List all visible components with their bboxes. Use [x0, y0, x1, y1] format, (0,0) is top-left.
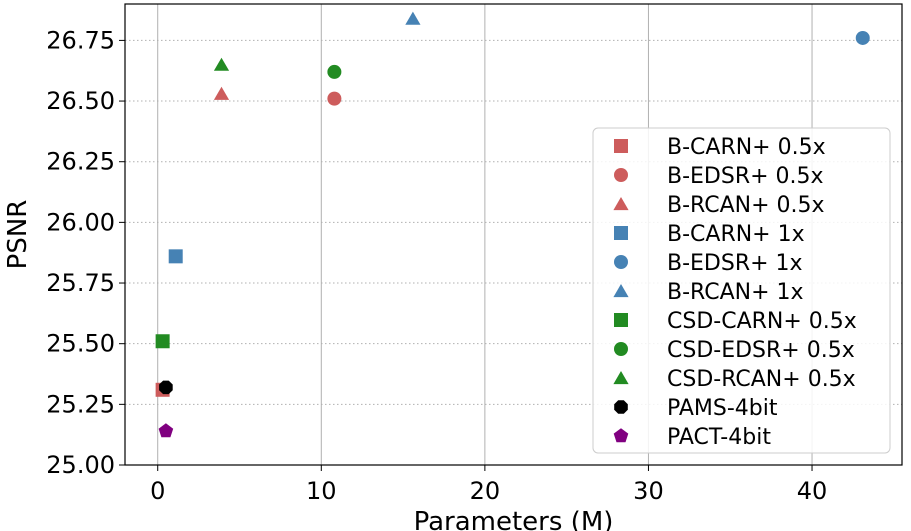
legend-marker: [613, 197, 629, 211]
point-csd-edsr-0-5x: [327, 64, 342, 79]
legend-entry: B-RCAN+ 0.5x: [613, 193, 825, 218]
plot-frame: [124, 3, 903, 466]
legend-entry: CSD-CARN+ 0.5x: [614, 309, 857, 334]
legend-label: CSD-RCAN+ 0.5x: [667, 367, 856, 392]
legend-marker: [614, 255, 628, 269]
legend-marker: [614, 400, 628, 414]
y-tick-label: 25.50: [46, 330, 115, 358]
legend-box: [592, 127, 891, 454]
x-tick-label: 40: [797, 477, 828, 505]
point-b-edsr-1x: [855, 30, 870, 45]
y-tick-label: 25.75: [46, 269, 115, 297]
x-tick-label: 20: [470, 477, 501, 505]
point-csd-rcan-0-5x: [213, 57, 230, 71]
point-pact-4bit: [158, 423, 174, 438]
legend-entry: PACT-4bit: [613, 425, 771, 450]
point-b-carn-1x: [168, 249, 183, 264]
x-axis: 0 10 20 30 40: [150, 465, 827, 505]
y-tick-label: 26.25: [46, 148, 115, 176]
y-tick-label: 25.25: [46, 390, 115, 418]
y-tick-label: 25.00: [46, 451, 115, 479]
legend-label: CSD-CARN+ 0.5x: [667, 309, 857, 334]
x-tick-label: 30: [633, 477, 664, 505]
legend-entry: CSD-EDSR+ 0.5x: [614, 338, 855, 363]
legend-marker: [614, 168, 628, 182]
x-axis-label: Parameters (M): [414, 507, 614, 531]
legend-marker: [614, 313, 628, 327]
legend-label: B-CARN+ 0.5x: [667, 135, 826, 160]
y-tick-label: 26.50: [46, 87, 115, 115]
legend-entry: B-EDSR+ 1x: [614, 251, 803, 276]
point-b-rcan-0-5x: [213, 86, 230, 100]
data-points: [155, 11, 870, 438]
legend-entry: B-CARN+ 0.5x: [614, 135, 826, 160]
legend-label: B-EDSR+ 0.5x: [667, 164, 824, 189]
y-axis: 25.00 25.25 25.50 25.75 26.00 26.25 26.50 26.75: [46, 26, 125, 479]
x-tick-label: 0: [150, 477, 165, 505]
legend-label: CSD-EDSR+ 0.5x: [667, 338, 855, 363]
x-tick-label: 10: [306, 477, 337, 505]
legend-label: PAMS-4bit: [667, 396, 778, 421]
point-csd-carn-0-5x: [155, 334, 170, 349]
y-tick-label: 26.75: [46, 26, 115, 54]
legend-entry: CSD-RCAN+ 0.5x: [613, 367, 856, 392]
legend-marker: [613, 284, 629, 298]
legend-entry: B-EDSR+ 0.5x: [614, 164, 824, 189]
legend-marker: [613, 428, 629, 443]
legend-marker: [613, 371, 629, 385]
legend-label: B-CARN+ 1x: [667, 222, 805, 247]
legend-label: B-RCAN+ 1x: [667, 280, 804, 305]
legend-marker: [614, 342, 628, 356]
point-b-rcan-1x: [405, 11, 421, 25]
legend-label: PACT-4bit: [667, 425, 771, 450]
y-axis-label: PSNR: [3, 200, 33, 270]
legend-marker: [614, 226, 628, 240]
legend-entry: B-CARN+ 1x: [614, 222, 805, 247]
legend-marker: [614, 139, 628, 153]
point-pams-4bit: [159, 380, 173, 395]
legend: B-CARN+ 0.5x B-EDSR+ 0.5x B-RCAN+ 0.5x B-CA…: [592, 127, 891, 454]
y-tick-label: 26.00: [46, 208, 115, 236]
legend-entry: PAMS-4bit: [614, 396, 778, 421]
legend-label: B-EDSR+ 1x: [667, 251, 803, 276]
point-b-edsr-0-5x: [327, 91, 342, 106]
legend-entry: B-RCAN+ 1x: [613, 280, 804, 305]
legend-label: B-RCAN+ 0.5x: [667, 193, 825, 218]
